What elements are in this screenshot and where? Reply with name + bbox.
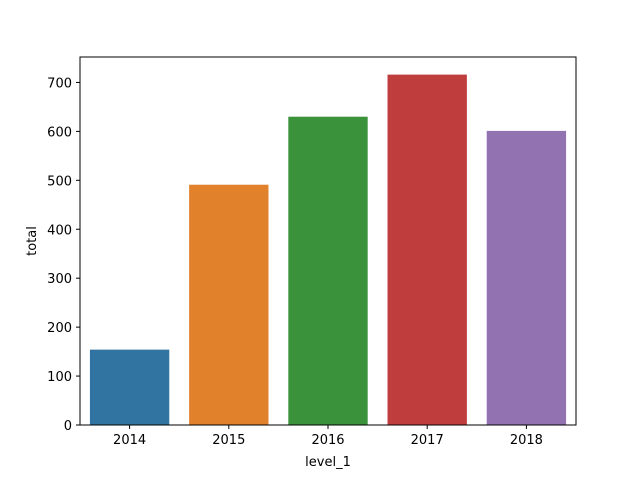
x-tick-label: 2014 xyxy=(113,433,146,448)
x-tick-label: 2018 xyxy=(510,433,543,448)
x-axis-label: level_1 xyxy=(305,455,351,470)
bar xyxy=(89,349,170,425)
x-tick-label: 2017 xyxy=(411,433,444,448)
bar xyxy=(486,130,567,425)
y-tick-label: 700 xyxy=(47,76,72,91)
bar xyxy=(387,74,467,426)
y-tick-label: 100 xyxy=(47,370,72,385)
y-tick-label: 200 xyxy=(47,321,72,336)
y-tick-label: 300 xyxy=(47,272,72,287)
y-tick-label: 600 xyxy=(47,125,72,140)
bar xyxy=(189,184,269,425)
x-tick-label: 2015 xyxy=(212,433,245,448)
plot-frame xyxy=(79,56,577,426)
y-axis-label: total xyxy=(25,226,40,256)
y-tick-label: 400 xyxy=(47,223,72,238)
x-tick-label: 2016 xyxy=(311,433,344,448)
y-tick-label: 0 xyxy=(64,419,72,434)
y-tick-label: 500 xyxy=(47,174,72,189)
bar xyxy=(288,116,368,426)
